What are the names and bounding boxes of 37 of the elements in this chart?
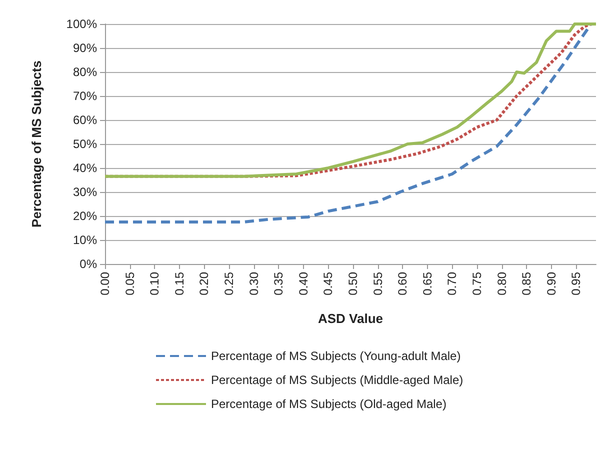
- x-tick-label: 0.35: [272, 272, 286, 296]
- y-tick-label: 60%: [72, 113, 98, 127]
- x-tick-label: 0.05: [122, 272, 137, 296]
- x-tick-label: 0.75: [470, 272, 484, 296]
- line-series: [104, 22, 598, 178]
- y-tick-label: 0%: [80, 257, 98, 271]
- y-tick-label: 90%: [72, 41, 98, 55]
- x-tick-label: 0.30: [246, 272, 261, 296]
- y-tick-label: 40%: [72, 161, 98, 175]
- x-tick-label: 0.25: [222, 272, 236, 296]
- legend-label: Percentage of MS Subjects (Young-adult Male): [211, 349, 461, 363]
- x-tick-label: 0.40: [296, 272, 310, 296]
- y-tick-label: 100%: [66, 17, 98, 31]
- x-tick-label: 0.10: [148, 272, 162, 296]
- x-tick-label: 0.70: [445, 272, 460, 296]
- x-tick-label: 0.45: [321, 272, 336, 296]
- x-tick-label: 0.55: [370, 272, 385, 296]
- y-tick-label: 70%: [72, 89, 98, 103]
- x-tick-label: 0.00: [98, 272, 112, 296]
- x-tick-label: 0.15: [172, 272, 186, 296]
- y-tick-label: 80%: [72, 65, 98, 79]
- y-tick-label: 10%: [72, 233, 98, 247]
- y-tick-label: 30%: [72, 185, 98, 199]
- x-tick-label: 0.20: [197, 272, 212, 296]
- x-tick-label: 0.90: [544, 272, 558, 296]
- x-tick-label: 0.85: [520, 272, 534, 296]
- x-tick-label: 0.60: [396, 272, 410, 296]
- x-axis-title: ASD Value: [318, 311, 384, 326]
- y-tick-label: 20%: [72, 209, 98, 223]
- legend-label: Percentage of MS Subjects (Old-aged Male): [211, 397, 446, 411]
- x-tick-label: 0.95: [569, 272, 584, 296]
- y-tick-label: 50%: [72, 137, 98, 151]
- x-tick-label: 0.80: [494, 272, 509, 296]
- y-axis-title: Percentage of MS Subjects: [29, 60, 44, 228]
- x-tick-label: 0.65: [420, 272, 434, 296]
- legend-label: Percentage of MS Subjects (Middle-aged Male): [211, 373, 464, 387]
- x-tick-label: 0.50: [346, 272, 360, 296]
